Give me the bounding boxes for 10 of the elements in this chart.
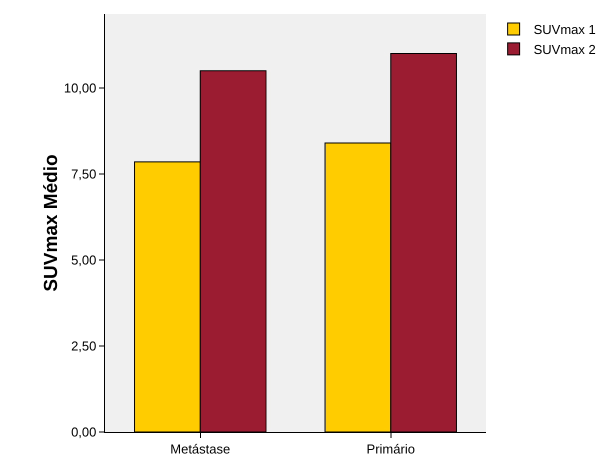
y-tick-label: 10,00: [64, 80, 96, 96]
y-tick-label: 0,00: [71, 424, 96, 440]
y-tick-label: 7,50: [71, 166, 96, 182]
legend-label: SUVmax 2: [534, 42, 596, 57]
y-axis-title: SUVmax Médio: [41, 154, 62, 292]
y-tick-label: 2,50: [71, 338, 96, 354]
x-tick-label: Primário: [366, 442, 415, 457]
x-tick-label: Metástase: [170, 442, 230, 457]
y-tick-label: 5,00: [71, 252, 96, 268]
legend-label: SUVmax 1: [534, 22, 596, 38]
